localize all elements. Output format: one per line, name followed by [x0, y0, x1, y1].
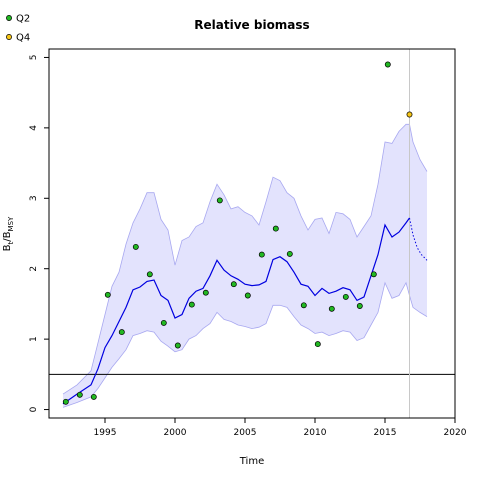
- x-tick-label: 2015: [374, 428, 397, 438]
- chart-title: Relative biomass: [194, 18, 309, 32]
- y-axis-title: Bt/BMSY: [2, 216, 15, 251]
- x-tick-label: 1995: [94, 428, 117, 438]
- y-tick-label: 2: [29, 266, 39, 272]
- point-q2: [356, 303, 363, 309]
- biomass-forecast-line: [409, 217, 428, 261]
- legend: Q2 Q4: [6, 14, 30, 44]
- x-tick-label: 2000: [164, 428, 187, 438]
- point-q2: [62, 398, 69, 405]
- point-q2: [90, 393, 97, 400]
- point-q2: [244, 292, 251, 299]
- observation-points: [62, 61, 413, 405]
- point-q2: [314, 341, 321, 348]
- y-axis: 0 1 2 3 4 5: [29, 55, 49, 412]
- legend-marker-q2: [6, 15, 12, 21]
- x-axis-title: Time: [239, 456, 264, 467]
- point-q2: [216, 197, 223, 204]
- confidence-band-lower-edge: [62, 281, 428, 408]
- x-tick-label: 2010: [304, 428, 327, 438]
- point-q2: [188, 301, 195, 308]
- point-q2: [118, 329, 125, 336]
- point-q2: [160, 319, 167, 326]
- point-q2: [132, 243, 139, 250]
- biomass-estimate-line: [62, 217, 410, 405]
- point-q2: [174, 342, 181, 349]
- point-q2: [104, 291, 111, 298]
- x-axis: 1995 2000 2005 2010 2015 2020: [94, 418, 467, 438]
- point-q2: [76, 391, 83, 398]
- point-q4: [406, 111, 413, 118]
- x-tick-label: 2020: [444, 428, 467, 438]
- y-tick-label: 5: [29, 55, 39, 61]
- legend-label-q2: Q2: [16, 14, 30, 25]
- confidence-band: [63, 124, 427, 408]
- point-q2: [258, 251, 265, 258]
- confidence-band-upper-edge: [62, 123, 428, 395]
- point-q2: [286, 250, 293, 257]
- point-q2: [300, 302, 307, 309]
- point-q2: [230, 281, 237, 288]
- legend-label-q4: Q4: [16, 33, 30, 44]
- x-tick-label: 2005: [234, 428, 257, 438]
- point-q2: [272, 225, 279, 232]
- plot-frame: [48, 48, 456, 419]
- point-q2: [146, 271, 153, 278]
- y-tick-label: 3: [29, 195, 39, 201]
- y-tick-label: 0: [29, 406, 39, 412]
- point-q2: [202, 289, 209, 296]
- point-q2: [370, 271, 377, 278]
- point-q2: [342, 293, 349, 300]
- legend-marker-q4: [6, 34, 12, 40]
- point-q2: [328, 305, 335, 312]
- point-q2: [384, 61, 391, 68]
- y-tick-label: 4: [29, 125, 39, 131]
- y-tick-label: 1: [29, 336, 39, 342]
